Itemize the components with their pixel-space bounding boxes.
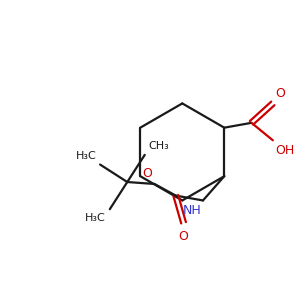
- Text: H₃C: H₃C: [85, 213, 106, 223]
- Text: NH: NH: [182, 204, 201, 217]
- Text: O: O: [275, 86, 285, 100]
- Text: O: O: [142, 167, 152, 180]
- Text: CH₃: CH₃: [148, 141, 170, 151]
- Text: H₃C: H₃C: [76, 151, 96, 161]
- Text: O: O: [178, 230, 188, 243]
- Text: OH: OH: [275, 144, 294, 157]
